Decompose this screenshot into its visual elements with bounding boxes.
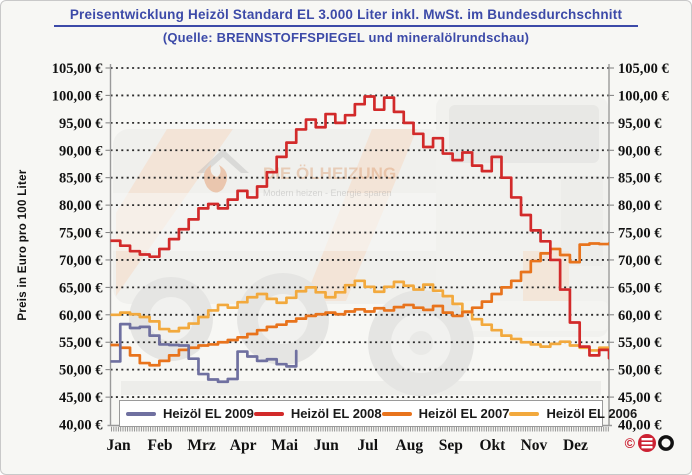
legend-label: Heizöl EL 2007	[418, 406, 510, 421]
series-line-heiz-l-el-2008	[110, 95, 609, 360]
svg-text:Jul: Jul	[357, 437, 378, 454]
svg-text:90,00 €: 90,00 €	[618, 143, 662, 159]
chart-subtitle: (Quelle: BRENNSTOFFSPIEGEL und mineralöl…	[162, 30, 530, 45]
svg-text:Jun: Jun	[314, 437, 339, 454]
svg-text:85,00 €: 85,00 €	[618, 171, 662, 187]
svg-text:Sep: Sep	[439, 437, 463, 454]
site-logo[interactable]: ©	[625, 433, 677, 453]
svg-text:Dez: Dez	[563, 437, 588, 454]
legend-item-heiz-l-el-2007: Heizöl EL 2007	[381, 406, 510, 421]
svg-text:Mrz: Mrz	[187, 437, 216, 454]
legend-swatch-icon	[253, 411, 284, 416]
svg-text:55,00 €: 55,00 €	[59, 335, 103, 351]
svg-text:45,00 €: 45,00 €	[618, 390, 662, 406]
y-axis-title: Preis in Euro pro 100 Liter	[17, 169, 29, 321]
svg-text:95,00 €: 95,00 €	[59, 116, 103, 132]
svg-text:Okt: Okt	[479, 437, 506, 454]
svg-text:75,00 €: 75,00 €	[59, 226, 103, 242]
watermark-logo: DIE ÖLHEIZUNG Modern heizen - Energie sp…	[197, 149, 396, 198]
svg-text:50,00 €: 50,00 €	[59, 363, 103, 379]
svg-text:Modern heizen - Energie sparen: Modern heizen - Energie sparen	[263, 188, 392, 198]
svg-text:Apr: Apr	[230, 437, 257, 454]
axis-labels: 105,00 € 105,00 € 100,00 € 100,00 € 95,00 € 9…	[52, 61, 670, 454]
legend-label: Heizöl EL 2006	[546, 406, 638, 421]
legend-swatch-icon	[509, 411, 540, 416]
series-lines	[110, 95, 609, 384]
svg-text:Aug: Aug	[396, 437, 424, 454]
svg-text:70,00 €: 70,00 €	[59, 253, 103, 269]
svg-text:75,00 €: 75,00 €	[618, 226, 662, 242]
svg-text:90,00 €: 90,00 €	[59, 143, 103, 159]
svg-text:65,00 €: 65,00 €	[59, 280, 103, 296]
series-line-heiz-l-el-2007	[110, 242, 609, 367]
brand-ring-icon	[658, 435, 674, 451]
legend-item-heiz-l-el-2008: Heizöl EL 2008	[253, 406, 382, 421]
legend-swatch-icon	[381, 411, 412, 416]
svg-text:60,00 €: 60,00 €	[618, 308, 662, 324]
svg-text:80,00 €: 80,00 €	[618, 198, 662, 214]
legend: Heizöl EL 2009 Heizöl EL 2008 Heizöl EL 20…	[119, 400, 637, 427]
svg-text:DIE ÖLHEIZUNG: DIE ÖLHEIZUNG	[263, 164, 396, 183]
series-line-heiz-l-el-2009	[110, 322, 298, 384]
legend-label: Heizöl EL 2008	[290, 406, 382, 421]
truck-watermark-image: DIE ÖLHEIZUNG Modern heizen - Energie sp…	[113, 97, 608, 396]
svg-text:65,00 €: 65,00 €	[618, 280, 662, 296]
svg-text:Mai: Mai	[271, 437, 298, 454]
svg-text:70,00 €: 70,00 €	[618, 253, 662, 269]
legend-label: Heizöl EL 2009	[163, 406, 254, 421]
svg-text:105,00 €: 105,00 €	[52, 61, 104, 77]
svg-text:50,00 €: 50,00 €	[618, 363, 662, 379]
chart-title: Preisentwicklung Heizöl Standard EL 3.00…	[53, 5, 639, 27]
series-line-heiz-l-el-2006	[110, 279, 609, 352]
svg-text:Feb: Feb	[148, 437, 173, 454]
legend-item-heiz-l-el-2009: Heizöl EL 2009	[126, 406, 254, 421]
svg-text:45,00 €: 45,00 €	[59, 390, 103, 406]
svg-text:105,00 €: 105,00 €	[618, 61, 670, 77]
chart-header: Preisentwicklung Heizöl Standard EL 3.00…	[1, 5, 691, 45]
brand-logo-icon	[638, 434, 674, 452]
gridlines	[110, 67, 609, 398]
svg-text:40,00 €: 40,00 €	[618, 418, 662, 434]
svg-text:95,00 €: 95,00 €	[618, 116, 662, 132]
svg-text:80,00 €: 80,00 €	[59, 198, 103, 214]
svg-text:100,00 €: 100,00 €	[618, 88, 670, 104]
svg-text:Jan: Jan	[106, 437, 131, 454]
svg-text:60,00 €: 60,00 €	[59, 308, 103, 324]
svg-text:Nov: Nov	[521, 437, 548, 454]
svg-text:85,00 €: 85,00 €	[59, 171, 103, 187]
copyright-icon: ©	[624, 435, 635, 451]
svg-text:55,00 €: 55,00 €	[618, 335, 662, 351]
svg-text:40,00 €: 40,00 €	[59, 418, 103, 434]
svg-text:100,00 €: 100,00 €	[52, 88, 104, 104]
legend-item-heiz-l-el-2006: Heizöl EL 2006	[509, 406, 637, 421]
legend-swatch-icon	[126, 411, 156, 416]
